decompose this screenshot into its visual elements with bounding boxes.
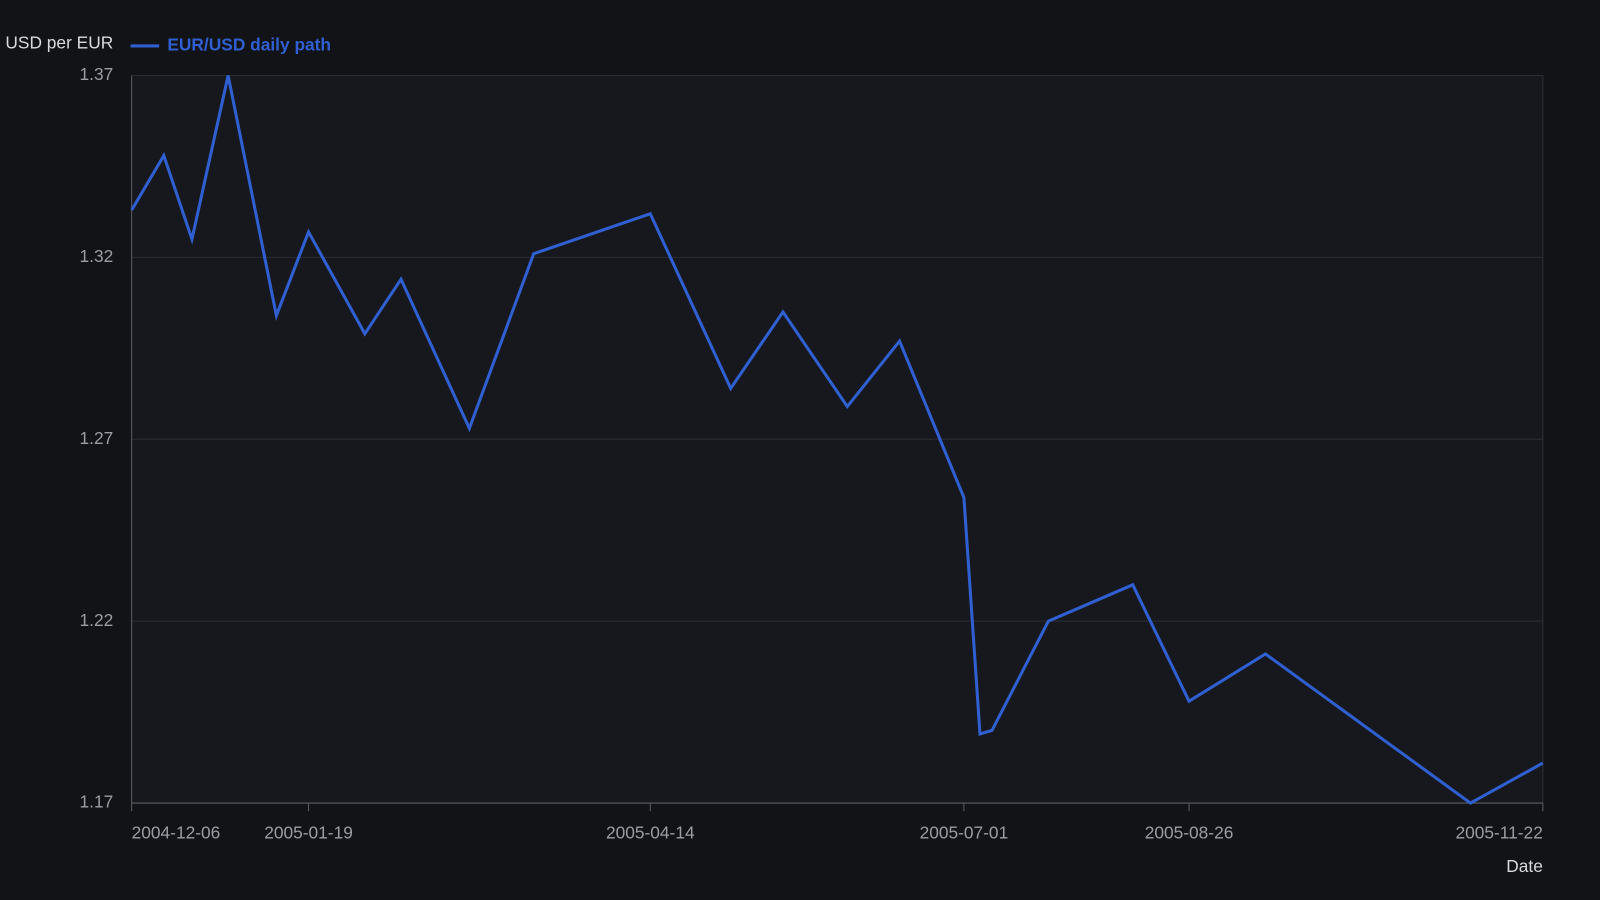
x-tick-label: 2005-04-14 — [606, 822, 695, 842]
y-tick-label: 1.27 — [80, 428, 114, 448]
x-tick-label: 2005-07-01 — [920, 822, 1009, 842]
data-line — [130, 75, 1544, 805]
y-tick-label: 1.32 — [80, 246, 114, 266]
y-tick-label: 1.17 — [80, 792, 114, 812]
y-axis-title: USD per EUR — [5, 32, 113, 52]
x-axis-title: Date — [1506, 856, 1543, 876]
legend-label: EUR/USD daily path — [167, 34, 331, 54]
y-tick-label: 1.37 — [80, 64, 114, 84]
y-tick-label: 1.22 — [80, 610, 114, 630]
x-tick-label: 2004-12-06 — [132, 822, 221, 842]
x-tick-label: 2005-01-19 — [264, 822, 353, 842]
x-tick-label: 2005-11-22 — [1455, 822, 1542, 842]
x-tick-label: 2005-08-26 — [1145, 822, 1234, 842]
